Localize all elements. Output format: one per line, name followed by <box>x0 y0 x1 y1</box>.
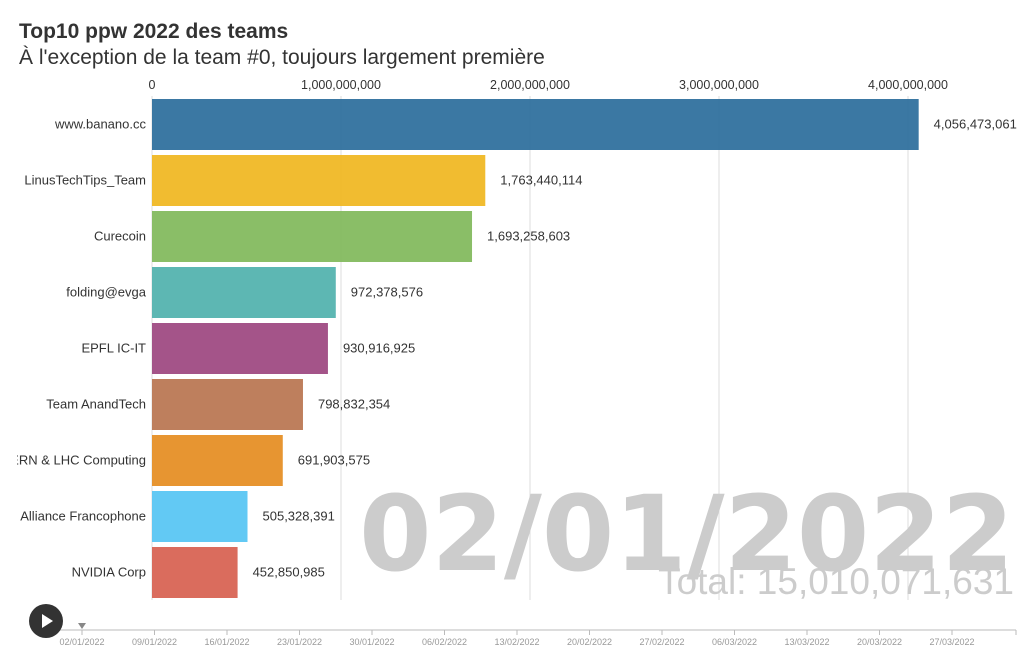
chart-title: Top10 ppw 2022 des teams <box>19 20 289 43</box>
timeline-label[interactable]: 27/03/2022 <box>929 637 974 647</box>
bar <box>152 547 238 598</box>
current-date-label: 02/01/2022 <box>359 473 1014 595</box>
category-label: EPFL IC-IT <box>81 341 146 356</box>
timeline-label[interactable]: 27/02/2022 <box>639 637 684 647</box>
timeline-handle[interactable] <box>78 623 86 629</box>
value-label: 1,693,258,603 <box>487 229 570 244</box>
bar <box>152 491 248 542</box>
x-axis: 0 1,000,000,000 2,000,000,000 3,000,000,000… <box>149 78 948 92</box>
category-label: NVIDIA Corp <box>72 565 146 580</box>
bar <box>152 323 328 374</box>
x-tick-label: 1,000,000,000 <box>301 78 381 92</box>
timeline-label[interactable]: 02/01/2022 <box>59 637 104 647</box>
timeline-label[interactable]: 13/02/2022 <box>494 637 539 647</box>
x-tick-label: 3,000,000,000 <box>679 78 759 92</box>
timeline-label[interactable]: 23/01/2022 <box>277 637 322 647</box>
value-label: 798,832,354 <box>318 397 390 412</box>
timeline-label[interactable]: 16/01/2022 <box>204 637 249 647</box>
x-tick-label: 2,000,000,000 <box>490 78 570 92</box>
bar <box>152 155 486 206</box>
value-label: 452,850,985 <box>253 565 325 580</box>
bar <box>152 99 919 150</box>
timeline-label[interactable]: 30/01/2022 <box>349 637 394 647</box>
x-tick-label: 4,000,000,000 <box>868 78 948 92</box>
timeline[interactable]: 02/01/2022 09/01/2022 16/01/2022 23/01/2022… <box>59 623 1017 647</box>
category-label: www.banano.cc <box>54 117 147 132</box>
category-label: CERN & LHC Computing <box>1 453 146 468</box>
timeline-label[interactable]: 20/03/2022 <box>857 637 902 647</box>
total-label: Total: 15,010,071,631 <box>658 561 1014 602</box>
bar <box>152 267 336 318</box>
play-icon <box>42 614 53 628</box>
timeline-label[interactable]: 13/03/2022 <box>784 637 829 647</box>
category-label: Team AnandTech <box>46 397 146 412</box>
category-labels: www.banano.cc LinusTechTips_Team Curecoin f… <box>1 117 147 580</box>
play-button[interactable] <box>29 604 63 638</box>
category-label: Alliance Francophone <box>20 509 146 524</box>
value-label: 4,056,473,061 <box>934 117 1017 132</box>
value-label: 930,916,925 <box>343 341 415 356</box>
chart-subtitle: À l'exception de la team #0, toujours la… <box>19 46 545 69</box>
timeline-label[interactable]: 06/03/2022 <box>712 637 757 647</box>
value-label: 1,763,440,114 <box>500 173 582 188</box>
timeline-label[interactable]: 09/01/2022 <box>132 637 177 647</box>
bar <box>152 211 473 262</box>
bars: www.banano.cc LinusTechTips_Team Curecoin f… <box>1 99 1017 598</box>
bar <box>152 435 283 486</box>
category-label: folding@evga <box>66 285 146 300</box>
bar <box>152 379 303 430</box>
category-label: LinusTechTips_Team <box>24 173 146 188</box>
value-label: 691,903,575 <box>298 453 370 468</box>
value-label: 505,328,391 <box>263 509 335 524</box>
category-label: Curecoin <box>94 229 146 244</box>
x-tick-label: 0 <box>149 78 156 92</box>
timeline-label[interactable]: 06/02/2022 <box>422 637 467 647</box>
value-label: 972,378,576 <box>351 285 423 300</box>
timeline-label[interactable]: 20/02/2022 <box>567 637 612 647</box>
